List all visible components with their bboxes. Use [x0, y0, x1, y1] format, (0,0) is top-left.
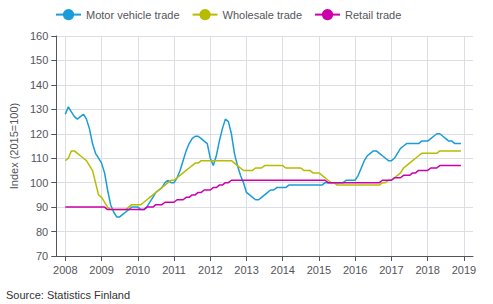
svg-text:Motor vehicle trade: Motor vehicle trade	[86, 9, 180, 21]
svg-text:120: 120	[30, 128, 48, 140]
svg-text:2015: 2015	[307, 264, 331, 276]
svg-text:2019: 2019	[452, 264, 476, 276]
svg-text:Wholesale trade: Wholesale trade	[223, 9, 303, 21]
svg-text:2017: 2017	[379, 264, 403, 276]
svg-text:2018: 2018	[415, 264, 439, 276]
svg-text:100: 100	[30, 177, 48, 189]
svg-text:2010: 2010	[126, 264, 150, 276]
svg-text:2013: 2013	[234, 264, 258, 276]
svg-text:150: 150	[30, 54, 48, 66]
svg-text:140: 140	[30, 79, 48, 91]
svg-text:130: 130	[30, 103, 48, 115]
svg-text:80: 80	[36, 226, 48, 238]
svg-text:Retail trade: Retail trade	[345, 9, 401, 21]
svg-text:90: 90	[36, 201, 48, 213]
svg-text:160: 160	[30, 30, 48, 42]
svg-text:Index (2015=100): Index (2015=100)	[8, 103, 20, 190]
svg-text:2012: 2012	[198, 264, 222, 276]
svg-text:2009: 2009	[89, 264, 113, 276]
svg-text:Source: Statistics Finland: Source: Statistics Finland	[6, 289, 130, 301]
svg-text:2014: 2014	[271, 264, 295, 276]
svg-text:2016: 2016	[343, 264, 367, 276]
svg-text:70: 70	[36, 250, 48, 262]
svg-text:2008: 2008	[53, 264, 77, 276]
svg-text:110: 110	[31, 152, 49, 164]
svg-text:2011: 2011	[162, 264, 186, 276]
